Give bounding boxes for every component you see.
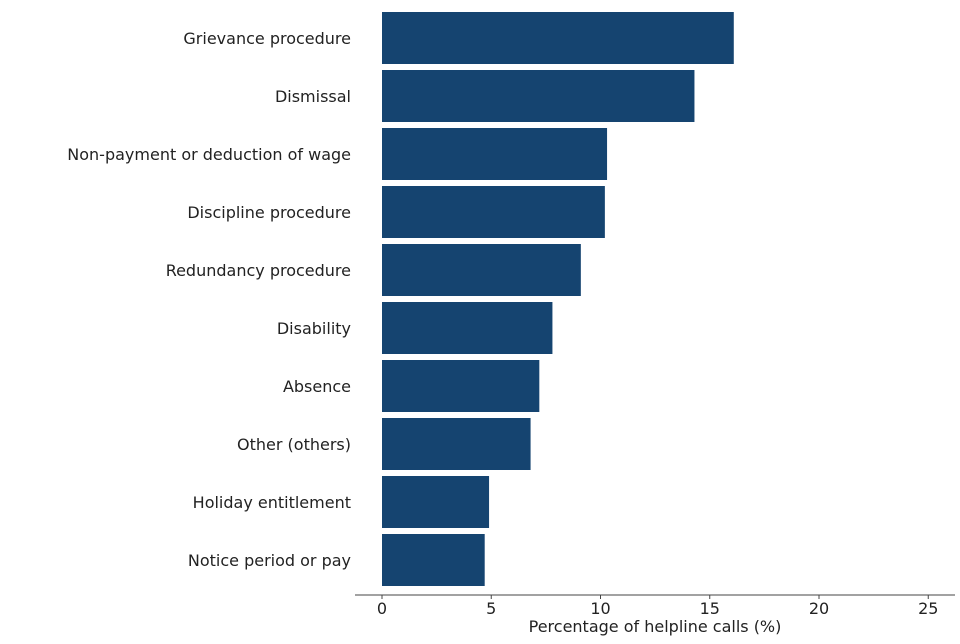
category-label: Discipline procedure (187, 203, 351, 222)
x-tick-label: 15 (700, 599, 720, 618)
bar (382, 360, 540, 412)
bar (382, 476, 490, 528)
category-label: Redundancy procedure (166, 261, 351, 280)
x-tick-label: 0 (377, 599, 387, 618)
category-label: Non-payment or deduction of wage (67, 145, 351, 164)
x-tick-label: 10 (590, 599, 610, 618)
category-label: Grievance procedure (183, 29, 351, 48)
bar (382, 12, 734, 64)
bar (382, 128, 608, 180)
x-tick-label: 25 (918, 599, 938, 618)
bar (382, 534, 485, 586)
bar (382, 244, 581, 296)
x-tick-label: 20 (809, 599, 829, 618)
bar (382, 186, 605, 238)
bar (382, 418, 531, 470)
category-label: Holiday entitlement (193, 493, 351, 512)
category-label: Other (others) (237, 435, 351, 454)
category-label: Absence (283, 377, 351, 396)
x-tick-label: 5 (486, 599, 496, 618)
category-label: Notice period or pay (188, 551, 351, 570)
category-label: Dismissal (275, 87, 351, 106)
bar (382, 302, 553, 354)
bar (382, 70, 695, 122)
category-label: Disability (277, 319, 351, 338)
x-axis-label: Percentage of helpline calls (%) (529, 617, 782, 636)
